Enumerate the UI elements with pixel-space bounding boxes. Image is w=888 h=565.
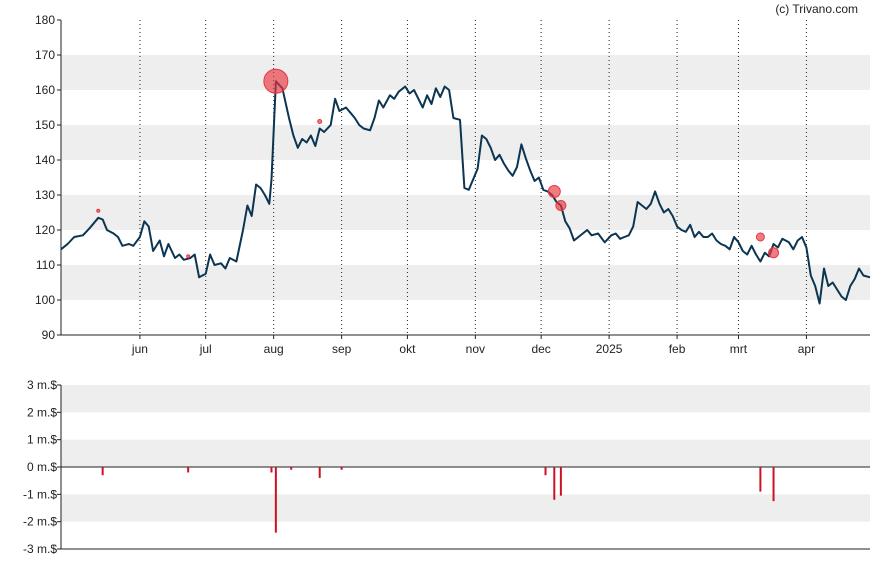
y-tick-label: 0 m.$: [27, 460, 57, 474]
insider-trade-marker: [263, 68, 289, 94]
price-line: [60, 80, 871, 305]
x-tick-label: feb: [669, 342, 686, 356]
x-tick-label: 2025: [596, 342, 623, 356]
insider-trade-marker: [768, 247, 780, 259]
copyright-credit: (c) Trivano.com: [775, 2, 858, 16]
y-tick-label: 2 m.$: [27, 405, 57, 419]
x-tick-label: aug: [264, 342, 284, 356]
y-tick-label: 3 m.$: [27, 378, 57, 392]
y-tick-label: 140: [35, 153, 55, 167]
y-tick-label: -2 m.$: [23, 515, 57, 529]
insider-trade-marker: [186, 254, 191, 259]
volume-grid-band: [61, 439, 870, 467]
y-tick-label: 110: [36, 258, 55, 272]
volume-grid-band: [61, 385, 870, 413]
x-tick-label: jul: [199, 342, 212, 356]
x-tick-label: nov: [466, 342, 485, 356]
insider-trade-marker: [755, 232, 765, 242]
insider-trade-marker: [555, 200, 567, 211]
x-tick-label: dec: [531, 342, 550, 356]
price-grid-band: [61, 195, 870, 230]
y-tick-label: -1 m.$: [23, 487, 57, 501]
insider-trade-marker: [317, 119, 323, 124]
y-tick-label: -3 m.$: [23, 542, 57, 556]
y-tick-label: 170: [35, 48, 55, 62]
y-tick-label: 1 m.$: [27, 433, 57, 447]
x-tick-label: sep: [332, 342, 352, 356]
x-tick-label: mrt: [730, 342, 748, 356]
price-grid-band: [61, 125, 870, 160]
y-tick-label: 180: [35, 13, 55, 27]
y-tick-label: 100: [35, 293, 55, 307]
y-tick-label: 150: [35, 118, 55, 132]
y-tick-label: 120: [35, 223, 55, 237]
insider-trade-marker: [96, 208, 101, 213]
y-tick-label: 160: [35, 83, 55, 97]
y-tick-label: 130: [35, 188, 55, 202]
volume-grid-band: [61, 494, 870, 522]
x-tick-label: apr: [798, 342, 815, 356]
x-tick-label: jun: [131, 342, 148, 356]
x-tick-label: okt: [399, 342, 416, 356]
y-tick-label: 90: [42, 328, 56, 342]
price-panel: jun jul aug sep okt nov dec 2025 feb mrt apr 90 100 1…: [35, 13, 871, 356]
price-grid-band: [61, 55, 870, 90]
insider-trade-marker: [547, 185, 561, 198]
insider-volume-panel: 3 m.$ 2 m.$ 1 m.$ 0 m.$ -1 m.$ -2 m.$ -3 m.$: [23, 378, 870, 556]
price-grid-band: [61, 265, 870, 300]
